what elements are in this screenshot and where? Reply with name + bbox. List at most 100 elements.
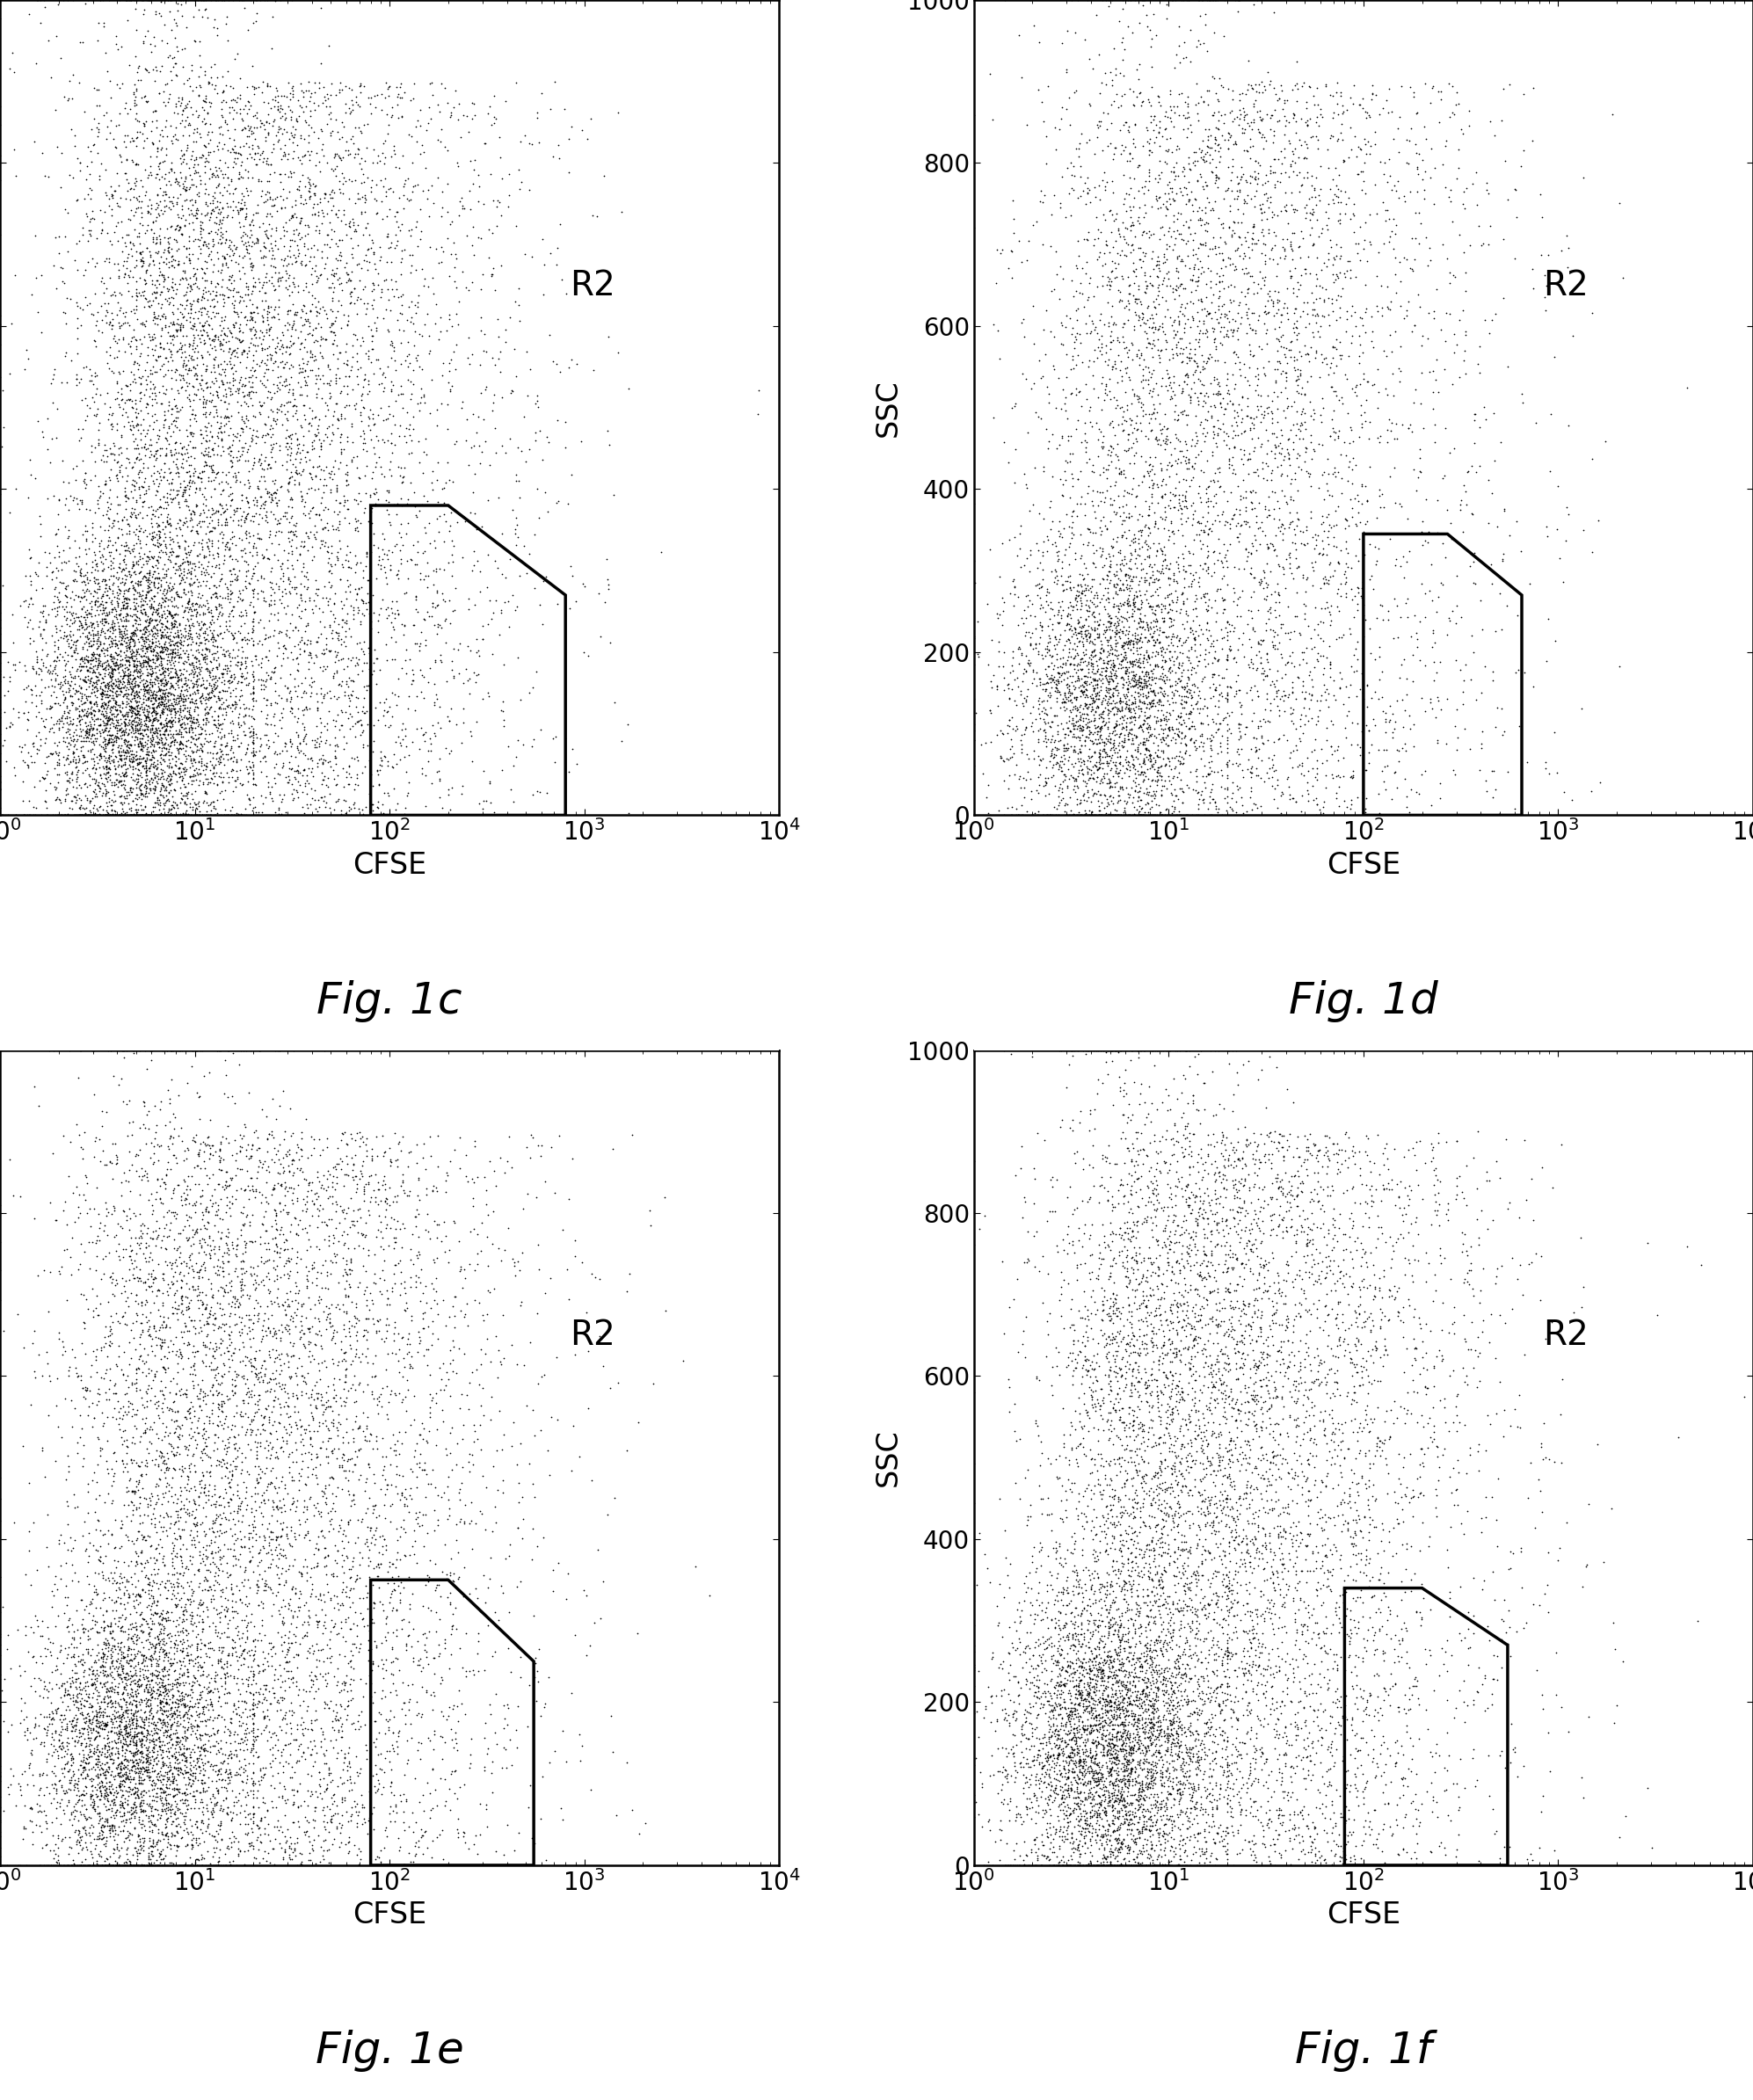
Point [109,691,137,724]
Point [393,326,421,359]
Point [1050,1810,1078,1844]
Point [1418,630,1446,664]
Point [1327,1424,1355,1457]
Point [151,704,179,737]
Point [112,758,140,792]
Point [1329,1424,1357,1457]
Point [1274,105,1302,139]
Point [1033,657,1061,691]
Point [1096,1648,1124,1682]
Point [1422,1428,1450,1462]
Point [1054,691,1082,724]
Point [16,1791,44,1825]
Point [1010,689,1038,722]
Point [1146,1625,1175,1659]
Point [179,1577,207,1611]
Point [1125,349,1153,382]
Point [570,567,598,601]
Point [1057,0,1085,17]
Point [1420,1415,1448,1449]
Point [342,1384,370,1418]
Point [138,741,167,775]
Point [1082,1699,1110,1732]
Point [1371,372,1399,405]
Point [1090,1636,1118,1669]
Point [296,391,324,424]
Point [196,1182,224,1216]
Point [193,565,221,598]
Point [1229,1436,1257,1470]
Point [46,712,74,746]
Point [1055,1726,1083,1760]
Point [200,785,228,819]
Point [209,1554,237,1588]
Point [312,1485,340,1518]
Point [1043,529,1071,563]
Point [989,716,1017,750]
Point [1001,521,1029,554]
Point [1092,1405,1120,1438]
Point [93,1707,121,1741]
Point [151,262,179,296]
Point [317,529,345,563]
Point [1327,1842,1355,1875]
Point [557,1453,586,1487]
Point [168,1613,196,1646]
Point [1313,1329,1341,1363]
Point [230,92,258,126]
Point [1211,227,1239,260]
Point [202,1724,230,1758]
Point [98,653,126,687]
Point [1120,1848,1148,1882]
Point [300,758,328,792]
Point [238,519,266,552]
Point [110,745,138,779]
Point [1206,130,1234,164]
Point [142,622,170,655]
Point [309,1346,337,1380]
Point [1322,1808,1350,1842]
Point [68,258,96,292]
Point [170,779,198,813]
Point [265,1033,293,1067]
Point [1013,578,1041,611]
Point [252,1667,280,1701]
Point [214,529,242,563]
Point [1318,1376,1346,1409]
Point [1034,662,1062,695]
Point [1220,1292,1248,1325]
Point [303,1155,331,1189]
Point [135,0,163,17]
Point [279,781,307,815]
Point [1104,1609,1132,1642]
Point [372,1716,400,1749]
Point [116,773,144,806]
Point [1134,290,1162,323]
Point [1050,788,1078,821]
Point [1173,407,1201,441]
Point [303,750,331,783]
Point [305,1166,333,1199]
Point [1302,1140,1331,1174]
Point [240,527,268,561]
Point [112,1838,140,1871]
Point [286,328,314,361]
Point [126,582,154,615]
Point [144,727,172,760]
Point [1108,1848,1136,1882]
Point [1173,225,1201,258]
Point [168,1678,196,1711]
Point [126,1785,154,1819]
Point [1022,206,1050,239]
Point [1215,1252,1243,1285]
Point [1371,1338,1399,1371]
Point [1001,664,1029,697]
Point [49,798,77,832]
Point [1267,1537,1295,1571]
Point [102,647,130,680]
Point [91,571,119,605]
Point [1399,1132,1427,1166]
Point [105,1069,133,1102]
Point [1238,160,1266,193]
Point [1124,1848,1152,1882]
